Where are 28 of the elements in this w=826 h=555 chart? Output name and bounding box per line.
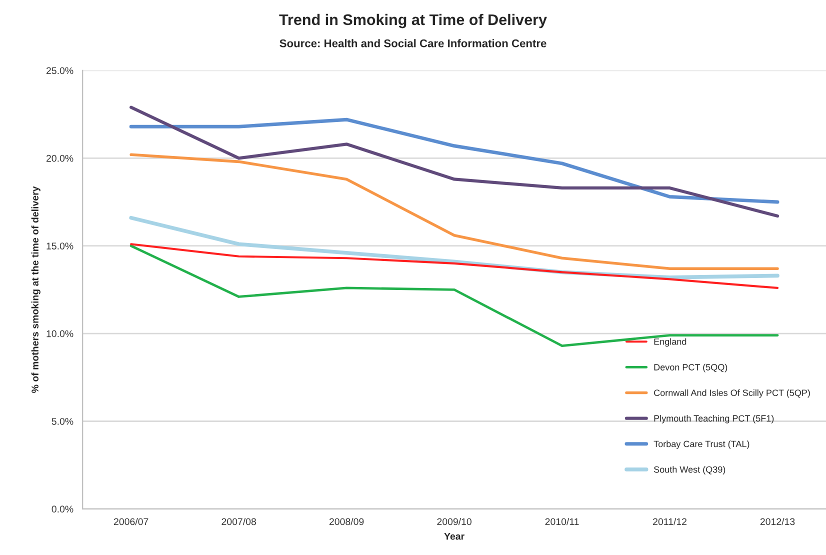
line-series	[130, 243, 779, 289]
chart-subtitle: Source: Health and Social Care Information Centre	[280, 39, 546, 48]
x-tick-label: 2010/11	[545, 518, 579, 526]
line-series	[130, 153, 779, 270]
y-axis-title: % of mothers smoking at the time of delivery	[31, 186, 40, 393]
x-tick-label: 2011/12	[653, 518, 687, 526]
y-tick-label: 20.0%	[46, 154, 74, 162]
x-tick-label: 2009/10	[437, 518, 472, 526]
x-tick-label: 2012/13	[760, 518, 795, 526]
legend-label: Cornwall And Isles Of Scilly PCT (5QP)	[654, 389, 810, 398]
line-series	[130, 244, 779, 348]
line-series	[129, 118, 780, 204]
chart-title: Trend in Smoking at Time of Delivery	[279, 14, 547, 28]
legend-label: England	[654, 338, 686, 347]
x-tick-label: 2008/09	[329, 518, 364, 526]
y-tick-label: 10.0%	[46, 330, 74, 338]
y-tick-label: 5.0%	[52, 418, 74, 425]
legend-label: South West (Q39)	[654, 466, 726, 474]
line-series	[130, 106, 780, 218]
y-tick-label: 15.0%	[46, 242, 74, 250]
y-tick-label: 0.0%	[52, 506, 74, 513]
y-tick-label: 25.0%	[46, 67, 74, 74]
x-axis-title: Year	[444, 532, 464, 540]
x-tick-label: 2006/07	[114, 518, 148, 526]
legend-label: Torbay Care Trust (TAL)	[654, 440, 750, 449]
legend-label: Plymouth Teaching PCT (5F1)	[654, 414, 774, 424]
x-tick-label: 2007/08	[222, 518, 256, 526]
legend-label: Devon PCT (5QQ)	[654, 364, 728, 372]
